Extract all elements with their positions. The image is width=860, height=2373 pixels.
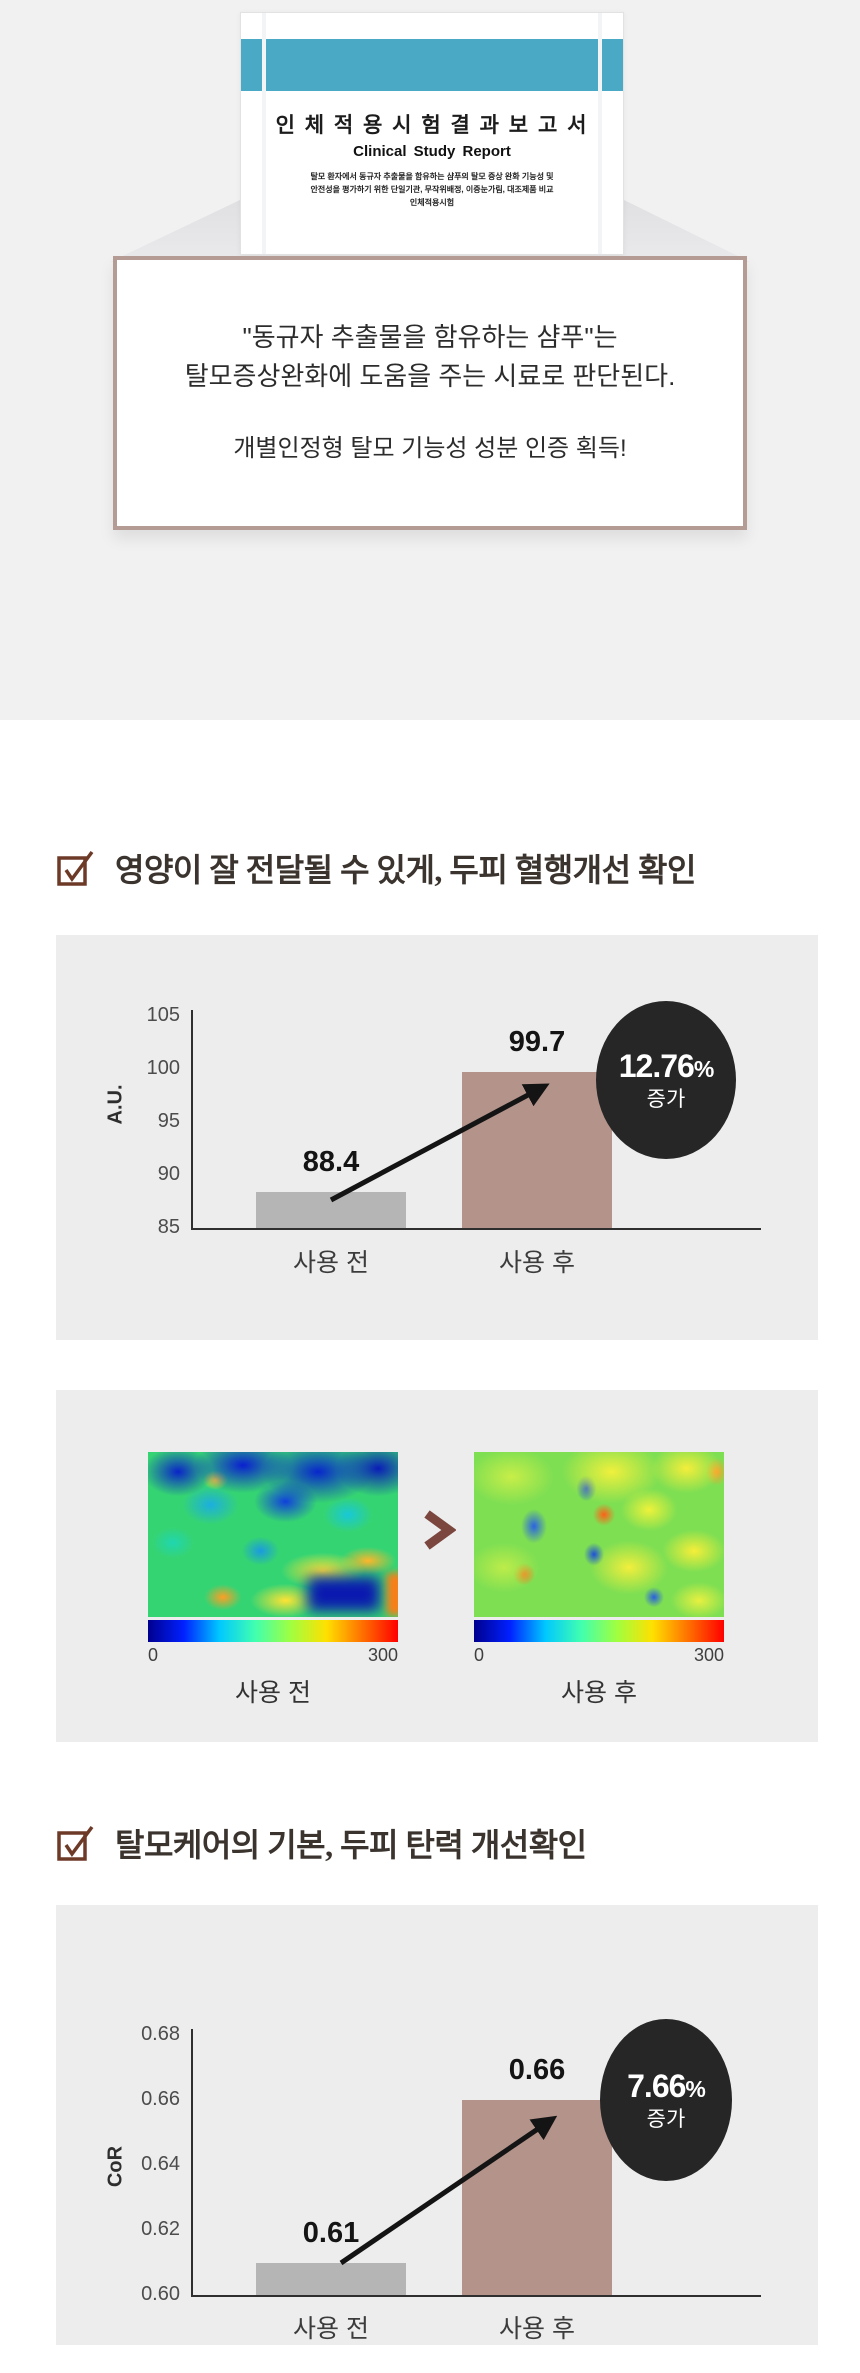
thermal-comparison-panel: 0 300 사용 전 0 300 사용 후 [56, 1390, 818, 1742]
colorbar [148, 1620, 398, 1642]
report-description-line: 인체적용시험 [409, 197, 455, 207]
x-category-label: 사용 후 [499, 1249, 575, 1277]
report-page-seam-left [262, 13, 266, 254]
thermal-cold-patch [308, 1577, 380, 1611]
checkbox-icon [57, 850, 94, 886]
x-category-label: 사용 후 [499, 2315, 575, 2343]
report-accent-band [241, 39, 623, 91]
chevron-right-icon [420, 1508, 457, 1557]
badge-caption: 증가 [646, 1087, 686, 1111]
heatmap-caption-after: 사용 후 [561, 1679, 637, 1707]
increase-badge: 7.66% 증가 [600, 2019, 732, 2181]
summary-box: "동규자 추출물을 함유하는 샴푸"는 탈모증상완화에 도움을 주는 시료로 판… [113, 256, 747, 530]
bar-value-label: 0.61 [302, 2216, 360, 2249]
report-subtitle: Clinical Study Report [353, 143, 511, 160]
increase-badge: 12.76% 증가 [596, 1001, 736, 1159]
bar-value-label: 99.7 [508, 1026, 566, 1059]
x-category-label: 사용 전 [293, 1249, 369, 1277]
y-axis [191, 1010, 193, 1228]
y-axis [191, 2029, 193, 2295]
badge-percent-unit: % [685, 2076, 705, 2103]
report-description: 탈모 환자에서 동규자 추출물을 함유하는 샴푸의 탈모 증상 완화 기능성 및… [257, 171, 607, 209]
report-page-seam-right [598, 13, 602, 254]
section-heading-text: 영양이 잘 전달될 수 있게, 두피 혈행개선 확인 [115, 852, 696, 888]
summary-line-2: 탈모증상완화에 도움을 주는 시료로 판단된다. [184, 361, 676, 391]
summary-line-1: "동규자 추출물을 함유하는 샴푸"는 [242, 322, 618, 352]
bar-value-label: 88.4 [302, 1145, 360, 1178]
section-heading-text: 탈모케어의 기본, 두피 탄력 개선확인 [115, 1827, 587, 1863]
x-axis [191, 2295, 761, 2297]
colorbar [474, 1620, 724, 1642]
colorbar-max: 300 [693, 1645, 724, 1665]
section-heading-elasticity: 탈모케어의 기본, 두피 탄력 개선확인 [55, 1815, 587, 1871]
x-axis [191, 1228, 761, 1230]
bar-before [256, 1191, 406, 1228]
report-description-line: 탈모 환자에서 동규자 추출물을 함유하는 샴푸의 탈모 증상 완화 기능성 및 [310, 172, 554, 181]
colorbar-min: 0 [474, 1645, 485, 1665]
badge-percent: 12.76 [618, 1048, 695, 1085]
colorbar-max: 300 [367, 1645, 398, 1665]
blood-flow-chart-panel: A.U. 85 90 95 100 105 88.4 99.7 12.76% 증가 사용… [56, 935, 818, 1340]
bar-before [256, 2262, 406, 2295]
badge-percent-unit: % [693, 1056, 714, 1083]
thermal-block-after: 0 300 사용 후 [474, 1452, 724, 1709]
bar-value-label: 0.66 [508, 2054, 566, 2086]
report-document: 인 체 적 용 시 험 결 과 보 고 서 Clinical Study Rep… [240, 12, 624, 255]
badge-caption: 증가 [646, 2107, 686, 2131]
thermal-block-before: 0 300 사용 전 [148, 1452, 398, 1709]
report-description-line: 안전성을 평가하기 위한 단일기관, 무작위배정, 이중눈가림, 대조제품 비교 [310, 184, 554, 194]
bar-after [462, 2100, 612, 2295]
thermal-image-before [148, 1452, 398, 1617]
badge-percent: 7.66 [627, 2068, 686, 2105]
thermal-image-after [474, 1452, 724, 1617]
summary-footnote: 개별인정형 탈모 기능성 성분 인증 획득! [233, 435, 627, 462]
thermal-hot-patch [387, 1573, 398, 1615]
report-title: 인 체 적 용 시 험 결 과 보 고 서 [275, 114, 589, 137]
colorbar-min: 0 [148, 1645, 159, 1665]
bar-after [462, 1072, 612, 1228]
x-category-label: 사용 전 [293, 2315, 369, 2343]
heatmap-caption-before: 사용 전 [235, 1679, 311, 1707]
checkbox-icon [57, 1825, 94, 1861]
section-heading-blood-flow: 영양이 잘 전달될 수 있게, 두피 혈행개선 확인 [55, 840, 696, 896]
elasticity-chart-panel: CoR 0.60 0.62 0.64 0.66 0.68 0.61 0.66 7.66%… [56, 1905, 818, 2345]
